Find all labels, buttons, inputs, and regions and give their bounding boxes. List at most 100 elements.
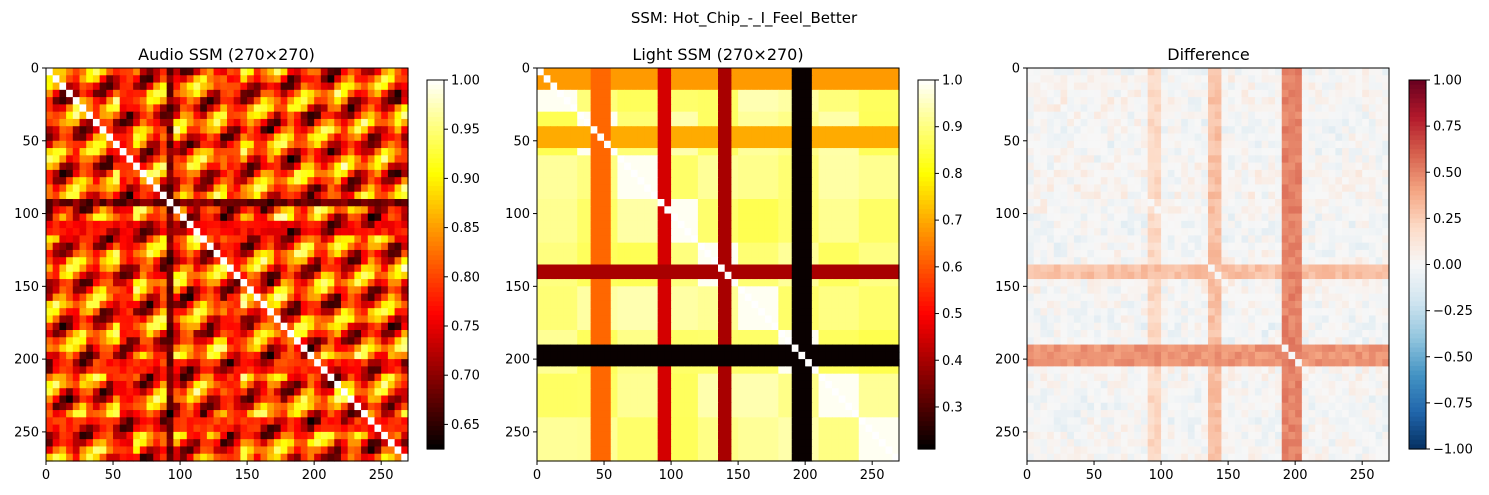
heatmap-cell [126, 410, 134, 418]
heatmap-cell [751, 191, 759, 200]
heatmap-cell [644, 68, 652, 76]
colorbar-segment [427, 232, 444, 238]
heatmap-cell [113, 111, 121, 120]
heatmap-cell [838, 322, 846, 331]
heatmap-cell [173, 148, 181, 156]
heatmap-cell [347, 322, 355, 331]
heatmap-cell [307, 410, 315, 418]
heatmap-cell [113, 148, 121, 156]
heatmap-cell [885, 111, 893, 120]
heatmap-cell [186, 133, 195, 142]
heatmap-cell [126, 351, 134, 360]
heatmap-cell [220, 380, 228, 389]
heatmap-cell [66, 380, 74, 389]
heatmap-cell [771, 68, 779, 76]
heatmap-cell [72, 104, 81, 113]
heatmap-cell [805, 322, 813, 331]
heatmap-cell [227, 191, 235, 200]
heatmap-cell [778, 220, 786, 229]
heatmap-cell [744, 235, 753, 244]
heatmap-cell [86, 337, 94, 346]
heatmap-cell [153, 220, 161, 229]
heatmap-cell [758, 118, 766, 127]
heatmap-cell [878, 322, 887, 331]
heatmap-cell [758, 191, 766, 200]
heatmap-cell [354, 133, 362, 142]
heatmap-cell [79, 177, 87, 186]
heatmap-cell [340, 373, 349, 382]
heatmap-cell [872, 177, 880, 186]
heatmap-cell [361, 315, 369, 324]
heatmap-cell [381, 279, 389, 287]
heatmap-cell [86, 199, 94, 207]
heatmap-cell [718, 111, 726, 120]
heatmap-cell [66, 220, 74, 229]
heatmap-cell [72, 351, 81, 360]
heatmap-cell [617, 155, 625, 164]
heatmap-cell [173, 431, 181, 440]
heatmap-cell [52, 257, 60, 266]
heatmap-cell [180, 395, 188, 404]
heatmap-cell [220, 337, 228, 346]
heatmap-cell [220, 366, 228, 375]
heatmap-cell [340, 388, 349, 397]
heatmap-cell [798, 133, 806, 142]
heatmap-cell [637, 279, 645, 287]
heatmap-cell [758, 133, 766, 142]
heatmap-cell [166, 133, 174, 142]
heatmap-cell [46, 235, 54, 244]
heatmap-cell [711, 249, 719, 258]
heatmap-cell [327, 75, 335, 84]
heatmap-cell [604, 322, 612, 331]
heatmap-cell [52, 330, 60, 338]
heatmap-cell [892, 162, 900, 171]
heatmap-cell [374, 89, 382, 98]
heatmap-cell [133, 169, 141, 178]
heatmap-cell [751, 75, 759, 84]
heatmap-cell [570, 184, 578, 193]
heatmap-cell [401, 104, 409, 113]
heatmap-cell [307, 395, 315, 404]
heatmap-cell [119, 330, 128, 338]
heatmap-cell [537, 220, 545, 229]
heatmap-cell [758, 264, 766, 273]
heatmap-cell [697, 293, 706, 302]
heatmap-cell [845, 220, 853, 229]
heatmap-cell [831, 169, 840, 178]
heatmap-cell [892, 89, 900, 98]
heatmap-cell [381, 271, 389, 280]
heatmap-cell [113, 359, 121, 367]
heatmap-cell [253, 293, 262, 302]
heatmap-cell [320, 264, 329, 273]
heatmap-cell [253, 344, 262, 353]
heatmap-cell [334, 366, 342, 375]
heatmap-cell [778, 68, 786, 76]
heatmap-cell [267, 235, 275, 244]
heatmap-cell [52, 148, 60, 156]
heatmap-cell [320, 380, 329, 389]
heatmap-cell [374, 169, 382, 178]
heatmap-cell [320, 453, 329, 462]
heatmap-cell [106, 264, 114, 273]
heatmap-cell [590, 177, 598, 186]
heatmap-cell [791, 264, 800, 273]
heatmap-cell [677, 104, 686, 113]
heatmap-cell [240, 388, 248, 397]
heatmap-cell [805, 155, 813, 164]
heatmap-cell [119, 249, 128, 258]
colorbar-tick-label: 0.90 [451, 172, 480, 187]
heatmap-cell [253, 380, 262, 389]
heatmap-cell [334, 424, 342, 433]
heatmap-cell [604, 271, 612, 280]
heatmap-cell [193, 118, 201, 127]
heatmap-cell [630, 279, 639, 287]
heatmap-cell [340, 148, 349, 156]
heatmap-cell [361, 118, 369, 127]
heatmap-cell [173, 279, 181, 287]
heatmap-cell [704, 191, 712, 200]
heatmap-cell [381, 228, 389, 236]
heatmap-cell [79, 220, 87, 229]
heatmap-cell [394, 89, 402, 98]
heatmap-cell [307, 417, 315, 426]
heatmap-cell [550, 155, 558, 164]
